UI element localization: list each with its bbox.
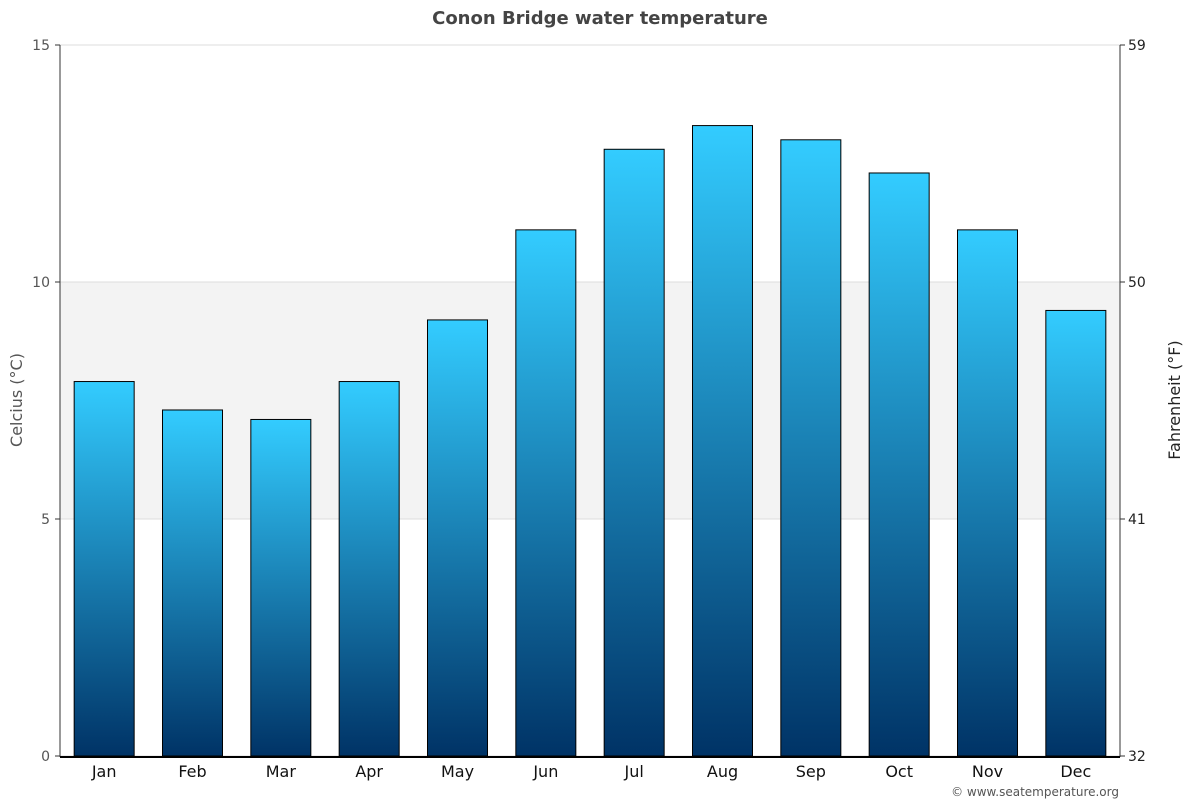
y-tick-label: 5 [41,512,50,528]
x-tick-label: Mar [266,762,297,781]
bar-mar[interactable] [250,418,312,757]
y-tick-label: 0 [41,749,50,765]
bar-nov[interactable] [957,229,1018,757]
bar-apr[interactable] [338,381,400,757]
x-tick-label: Dec [1060,762,1091,781]
x-tick-label: Apr [355,762,383,781]
x-tick-label: Sep [796,762,826,781]
bar-sep[interactable] [780,139,842,757]
x-tick-label: Nov [972,762,1003,781]
y-tick-label: 10 [32,275,50,291]
y2-tick-label: 50 [1128,275,1146,291]
bar-dec[interactable] [1045,309,1107,757]
y2-tick-label: 41 [1128,512,1146,528]
x-tick-label: Jan [91,762,117,781]
y2-tick-label: 59 [1128,38,1146,54]
y-tick-label: 15 [32,38,50,54]
x-tick-label: Feb [178,762,206,781]
bar-aug[interactable] [692,125,753,757]
x-tick-label: Jul [624,762,644,781]
x-tick-label: Oct [885,762,913,781]
bar-oct[interactable] [868,172,930,757]
credit: © www.seatemperature.org [951,785,1119,799]
chart-title: Conon Bridge water temperature [432,8,768,29]
x-tick-label: May [441,762,474,781]
highlight-band [60,282,1120,519]
bar-may[interactable] [427,319,488,757]
bar-jul[interactable] [603,148,665,757]
x-tick-label: Aug [707,762,738,781]
bar-jan[interactable] [73,381,135,757]
bar-feb[interactable] [162,409,223,757]
y2-axis-label: Fahrenheit (°F) [1165,340,1184,459]
y-axis-label: Celcius (°C) [7,353,26,447]
bar-jun[interactable] [515,229,577,757]
y2-tick-label: 32 [1128,749,1146,765]
x-tick-label: Jun [532,762,558,781]
